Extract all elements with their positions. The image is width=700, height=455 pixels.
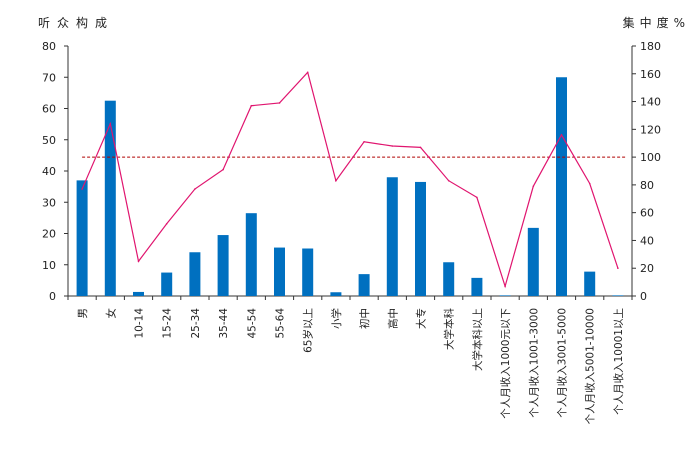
bar <box>330 292 342 296</box>
line-point <box>165 222 168 225</box>
line-point <box>335 179 337 182</box>
right-tick-label: 120 <box>640 123 661 136</box>
left-tick-label: 70 <box>42 71 56 84</box>
category-label: 小学 <box>330 308 343 329</box>
right-tick-label: 180 <box>640 40 661 53</box>
category-label: 55-64 <box>275 308 287 339</box>
line-point <box>222 168 224 171</box>
line-point <box>560 134 563 136</box>
line-point <box>617 267 619 270</box>
bar <box>161 272 173 296</box>
bar <box>415 181 426 296</box>
bar <box>189 252 201 296</box>
category-label: 10-14 <box>134 308 146 339</box>
category-label: 个人月收入5001-10000 <box>584 308 597 424</box>
left-tick-label: 10 <box>42 259 56 272</box>
line-point <box>476 196 478 199</box>
category-label: 个人月收入1000元以下 <box>499 308 512 419</box>
bar <box>217 235 229 296</box>
bar <box>104 100 116 296</box>
line-point <box>194 188 196 190</box>
category-label: 初中 <box>358 308 371 329</box>
category-label: 大学本科 <box>443 308 456 350</box>
left-tick-label: 80 <box>42 40 56 53</box>
bar <box>274 247 285 296</box>
line-point <box>391 145 394 147</box>
bar <box>527 227 539 296</box>
category-label: 个人月收入3001-5000 <box>556 308 569 418</box>
line-point <box>363 141 365 143</box>
bar <box>358 274 370 296</box>
category-label: 女 <box>104 308 117 319</box>
line-point <box>447 179 450 182</box>
right-tick-label: 140 <box>640 96 661 109</box>
line-point <box>137 260 140 263</box>
category-label: 大学本科以上 <box>471 308 484 371</box>
right-tick-label: 100 <box>640 151 661 164</box>
bar <box>386 177 398 296</box>
right-tick-label: 60 <box>640 207 654 220</box>
bar <box>76 180 88 296</box>
category-label: 男 <box>77 308 89 319</box>
category-label: 25-34 <box>190 308 202 339</box>
bar <box>556 77 567 296</box>
left-tick-label: 20 <box>42 228 56 241</box>
category-label: 个人月收入1001-3000 <box>527 308 540 418</box>
line-point <box>419 146 422 149</box>
left-tick-label: 50 <box>42 134 56 147</box>
left-tick-label: 40 <box>42 165 56 178</box>
right-tick-label: 20 <box>640 262 654 275</box>
line-point <box>109 122 112 125</box>
category-label: 45-54 <box>246 308 258 339</box>
line-point <box>532 185 535 188</box>
bar <box>471 277 483 296</box>
line-point <box>588 182 591 185</box>
bar <box>499 295 511 296</box>
left-tick-label: 30 <box>42 196 56 209</box>
bar <box>245 213 257 296</box>
bar <box>443 262 455 296</box>
right-tick-label: 0 <box>640 290 647 303</box>
category-label: 15-24 <box>162 308 174 339</box>
line-point <box>306 71 309 74</box>
line-point <box>504 285 506 288</box>
category-label: 高中 <box>386 308 399 329</box>
bar <box>612 295 624 296</box>
bar <box>302 248 314 296</box>
line-point <box>81 188 83 190</box>
category-label: 个人月收入10001以上 <box>612 308 625 415</box>
left-axis-title: 听众构成 <box>38 16 115 30</box>
category-label: 65岁以上 <box>302 308 315 353</box>
right-tick-label: 160 <box>640 68 661 81</box>
left-tick-label: 60 <box>42 103 56 116</box>
right-axis-title: 集中度% <box>622 16 690 30</box>
category-label: 35-44 <box>218 308 230 339</box>
right-tick-label: 80 <box>640 179 654 192</box>
line-point <box>250 104 253 107</box>
line-point <box>278 102 281 104</box>
category-label: 大专 <box>415 308 428 329</box>
line-series <box>81 71 619 289</box>
left-tick-label: 0 <box>49 290 56 303</box>
right-tick-label: 40 <box>640 234 654 247</box>
bar <box>133 291 144 296</box>
bar <box>584 271 596 296</box>
